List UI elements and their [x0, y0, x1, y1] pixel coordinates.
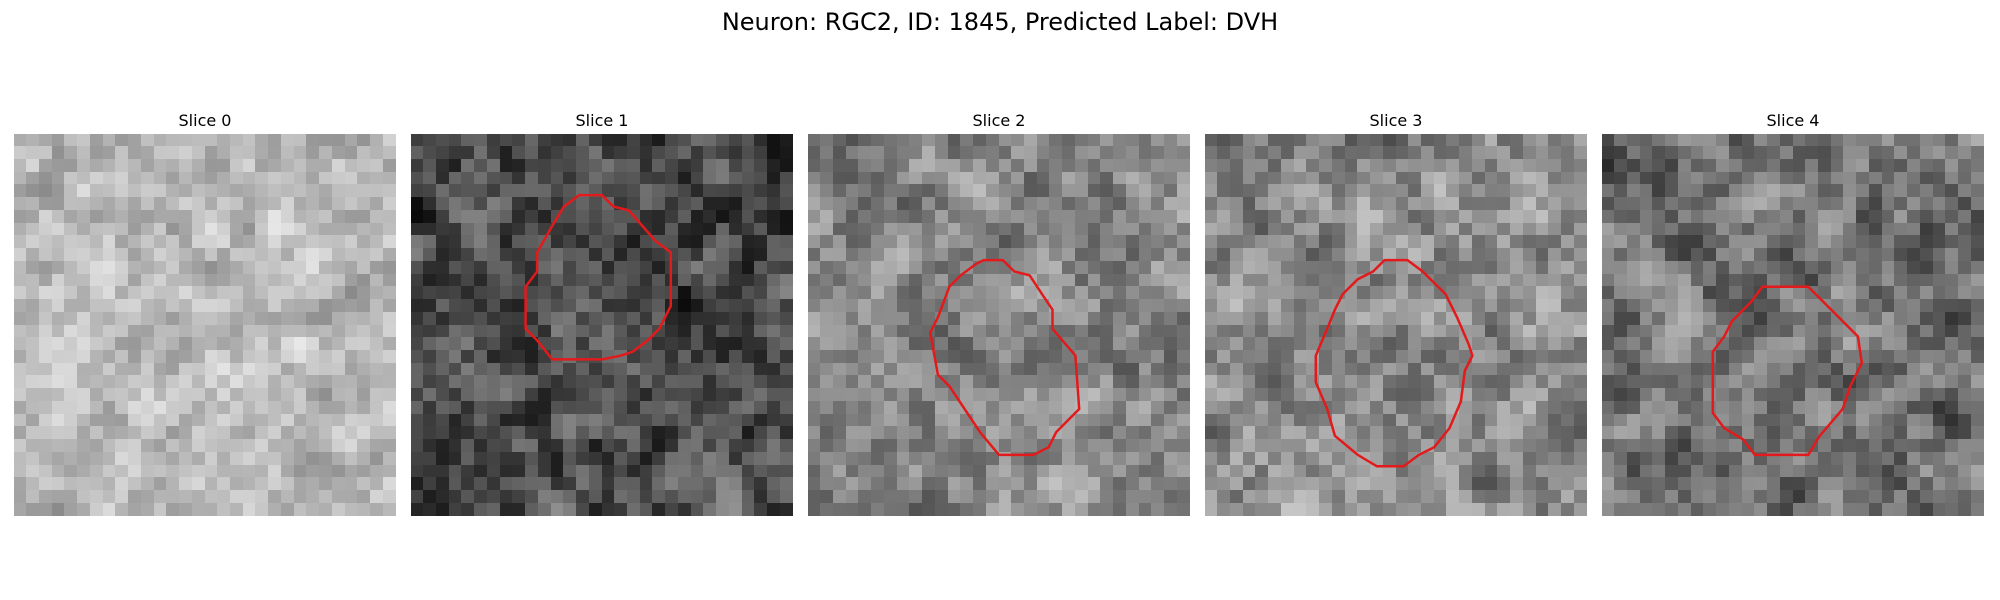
roi-outline — [928, 258, 1081, 457]
slice-panel-0: Slice 0 — [14, 110, 396, 516]
slice-image — [1602, 134, 1984, 516]
slice-title: Slice 2 — [972, 111, 1026, 130]
slice-image — [14, 134, 396, 516]
slice-image — [411, 134, 793, 516]
slice-panel-1: Slice 1 — [411, 110, 793, 516]
slice-panel-4: Slice 4 — [1602, 110, 1984, 516]
roi-outline — [1314, 258, 1474, 468]
figure-title: Neuron: RGC2, ID: 1845, Predicted Label:… — [721, 8, 1279, 36]
slice-title: Slice 4 — [1766, 111, 1820, 130]
slice-image — [1205, 134, 1587, 516]
roi-outline — [1711, 285, 1864, 457]
slice-image — [808, 134, 1190, 516]
slice-title: Slice 0 — [178, 111, 232, 130]
slice-title: Slice 3 — [1369, 111, 1423, 130]
slice-panel-3: Slice 3 — [1205, 110, 1587, 516]
slice-panel-2: Slice 2 — [808, 110, 1190, 516]
slice-title: Slice 1 — [575, 111, 629, 130]
roi-outline — [524, 193, 673, 361]
